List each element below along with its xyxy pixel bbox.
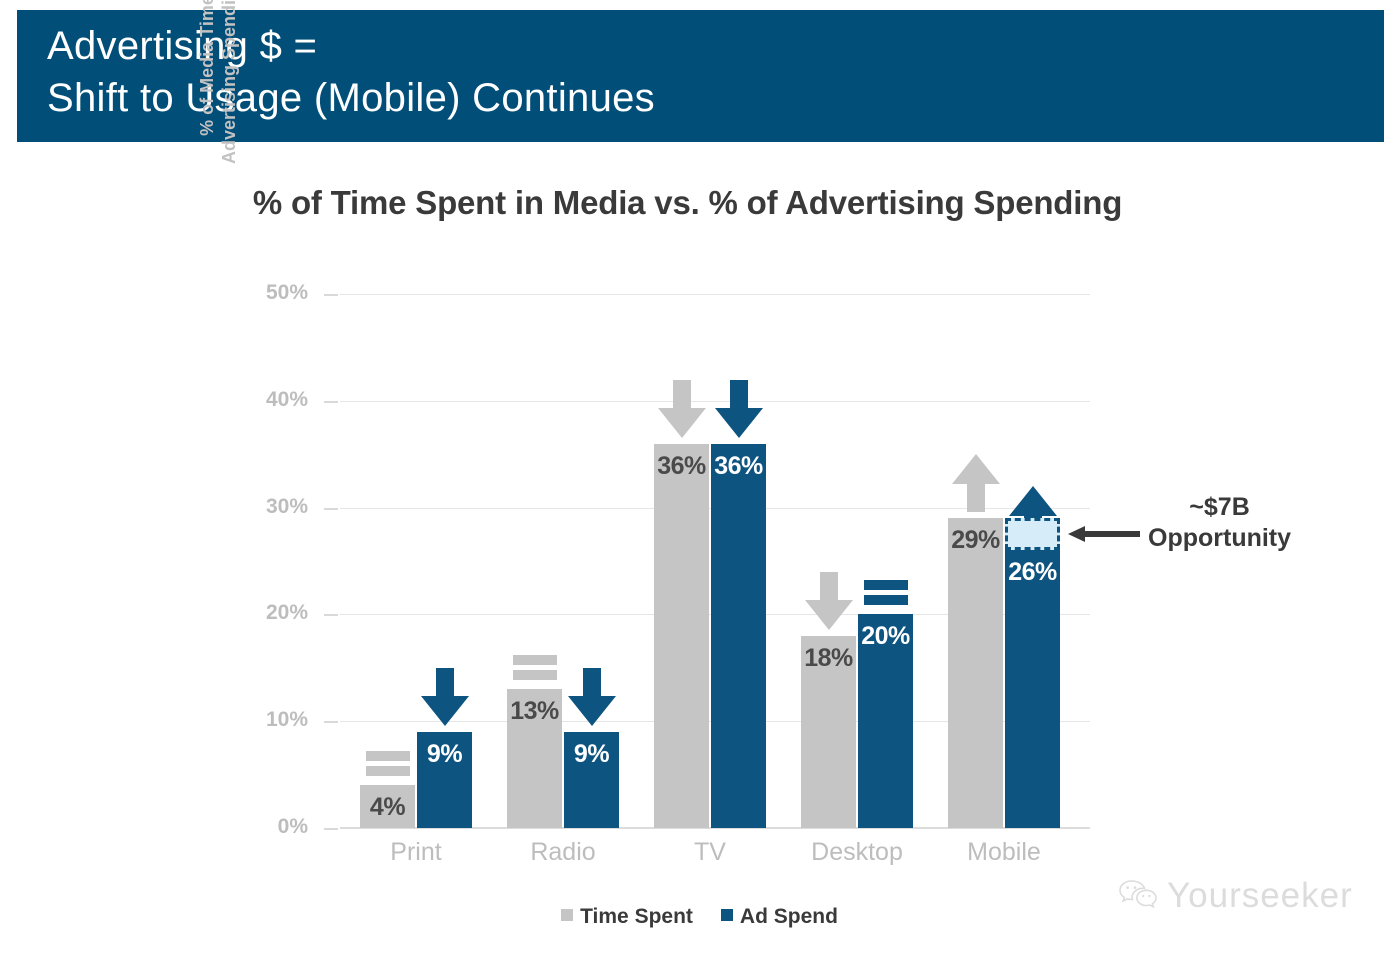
opportunity-box [1005,518,1060,551]
y-tick-mark [324,294,338,296]
bar-value-label: 4% [369,793,406,822]
legend-swatch [720,909,733,921]
bar-tv-ad-spend: 36% [711,443,766,828]
bar-desktop-ad-spend: 20% [858,614,913,828]
y-tick-label: 50% [265,281,308,304]
watermark: Yourseeker [1118,876,1353,916]
title-banner: Advertising $ = Shift to Usage (Mobile) … [17,10,1384,142]
bar-value-label: 18% [804,643,853,672]
opportunity-arrow-icon [1068,525,1140,548]
y-tick-label: 0% [277,815,308,838]
trend-down-icon [567,667,616,726]
bar-mobile-ad-spend: 26% [1005,550,1060,828]
trend-equal-icon [512,653,557,683]
gridline [340,294,1090,295]
chart-title-text: % of Time Spent in Media vs. % of Advert… [252,184,1123,221]
y-tick-label: 20% [265,601,308,625]
legend-label: Ad Spend [739,905,838,928]
bar-value-label: 36% [714,451,763,480]
bar-desktop-time-spent: 18% [801,635,856,828]
chart-title: % of Time Spent in Media vs. % of Advert… [0,184,1399,222]
trend-down-icon [420,667,469,726]
bar-value-label: 36% [657,451,706,480]
y-axis-title: % of Media Time in Media / Advertising S… [196,0,240,292]
y-tick-mark [324,828,338,830]
x-axis-label-radio: Radio [530,838,596,866]
legend-swatch [561,909,574,921]
bar-value-label: 20% [861,622,910,651]
bar-tv-time-spent: 36% [654,443,709,828]
y-tick-mark [324,614,338,617]
trend-equal-icon [863,578,908,608]
bar-radio-ad-spend: 9% [564,731,619,828]
bar-value-label: 26% [1008,558,1057,587]
x-axis-label-tv: TV [694,838,726,866]
bar-mobile-time-spent: 29% [948,518,1003,828]
opportunity-annotation: ~$7B Opportunity [1148,492,1291,554]
trend-down-icon [657,379,706,438]
bar-value-label: 9% [573,739,610,768]
legend-label: Time Spent [580,905,693,928]
bar-value-label: 29% [951,526,1000,555]
trend-up-icon [1008,486,1057,545]
x-axis-label-desktop: Desktop [811,838,903,866]
opportunity-value: ~$7B [1189,493,1250,522]
bar-value-label: 13% [510,697,559,726]
y-axis-title-line-2: Advertising Spending, 2017, USA [219,0,239,165]
y-tick-mark [324,507,338,510]
y-tick-label: 10% [265,708,308,732]
banner-title-line-2: Shift to Usage (Mobile) Continues [47,76,655,120]
trend-down-icon [714,379,763,438]
y-tick-mark [324,721,338,724]
watermark-text: Yourseeker [1167,876,1353,915]
y-axis-title-line-1: % of Media Time in Media / [197,0,217,136]
gridline [340,400,1090,402]
opportunity-label: Opportunity [1148,524,1292,553]
trend-equal-icon [365,749,410,779]
wechat-icon [1118,878,1158,915]
y-tick-mark [324,400,338,403]
chart-legend: Time Spent Ad Spend [0,905,1399,929]
legend-item-ad-spend[interactable]: Ad Spend [720,905,838,929]
x-axis-label-mobile: Mobile [967,838,1041,866]
bar-radio-time-spent: 13% [507,689,562,828]
trend-up-icon [951,454,1000,513]
plot-area: 0% 10% 20% 30% 40% 50% 4% 9% 13% 9% 36% 36% 18% 20% 2… [266,281,1291,838]
bar-value-label: 9% [426,739,463,768]
legend-item-time-spent[interactable]: Time Spent [561,905,693,929]
x-axis-label-print: Print [390,838,442,866]
y-tick-label: 40% [265,387,308,411]
axis-baseline [340,827,1090,829]
banner-title-line-1: Advertising $ = [47,24,318,68]
y-tick-label: 30% [265,494,308,518]
bar-print-time-spent: 4% [360,785,415,828]
bar-print-ad-spend: 9% [417,731,472,828]
trend-down-icon [804,571,853,630]
